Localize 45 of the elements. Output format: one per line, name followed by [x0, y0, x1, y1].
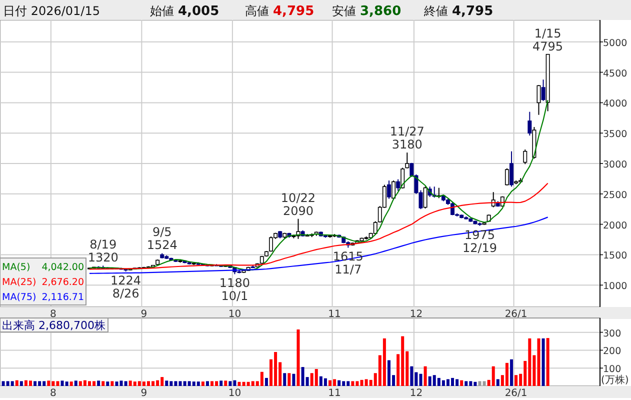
y-axis-title: (万株) — [601, 374, 629, 386]
x-tick-label: 10 — [228, 388, 242, 399]
annotation: 11/27 3180 — [390, 124, 424, 152]
annotation: 2,676.20 — [42, 277, 84, 288]
text: 始値 4,005 — [150, 4, 220, 19]
y-tick-label: 3500 — [603, 129, 628, 140]
y-tick-label: 100 — [603, 364, 622, 376]
chart-title: 日付 2026/01/15 — [3, 4, 100, 18]
x-tick-label: 12 — [410, 309, 423, 320]
y-tick-label: 1500 — [603, 250, 628, 262]
annotation: 10/22 2090 — [280, 190, 316, 218]
x-tick-label: 9 — [140, 309, 148, 320]
x-tick-label: 11 — [328, 388, 341, 399]
annotation: 1224 8/26 — [110, 273, 142, 300]
x-tick-label: 11 — [328, 309, 341, 320]
text: MA(75) — [2, 292, 36, 303]
text: 終値 4,795 — [423, 4, 494, 19]
annotation: 8/19 1320 — [88, 238, 118, 265]
y-tick-label: 300 — [603, 328, 622, 340]
x-tick-label: 8 — [50, 388, 56, 399]
text: 安値 3,860 — [332, 4, 402, 19]
x-tick-label: 12 — [410, 388, 423, 399]
annotation: 9/5 1524 — [146, 225, 178, 252]
text: MA(5) — [2, 262, 30, 273]
annotation: 1975 12/19 — [462, 228, 498, 255]
x-tick-label: 26/1 — [504, 309, 528, 320]
y-tick-label: 4000 — [603, 98, 628, 110]
text: 高値 4,795 — [245, 4, 314, 19]
annotation: 1180 10/1 — [219, 276, 250, 304]
text: MA(25) — [2, 277, 36, 288]
y-tick-label: 200 — [603, 346, 622, 358]
x-tick-label: 8 — [50, 309, 56, 320]
annotation: 2,116.71 — [42, 292, 84, 303]
x-tick-label: 26/1 — [504, 388, 528, 399]
y-tick-label: 2000 — [603, 220, 628, 232]
x-tick-label: 10 — [228, 309, 242, 320]
x-tick-label: 9 — [140, 388, 148, 399]
annotation: 1/15 4795 — [532, 26, 564, 54]
annotation: 4,042.00 — [42, 262, 84, 273]
y-tick-label: 5000 — [603, 38, 628, 49]
y-tick-label: 2500 — [603, 190, 628, 201]
chart-title: 出来高 2,680,700株 — [2, 319, 106, 332]
y-tick-label: 3000 — [603, 160, 628, 170]
y-tick-label: 1000 — [603, 281, 628, 292]
y-tick-label: 4500 — [603, 68, 628, 80]
